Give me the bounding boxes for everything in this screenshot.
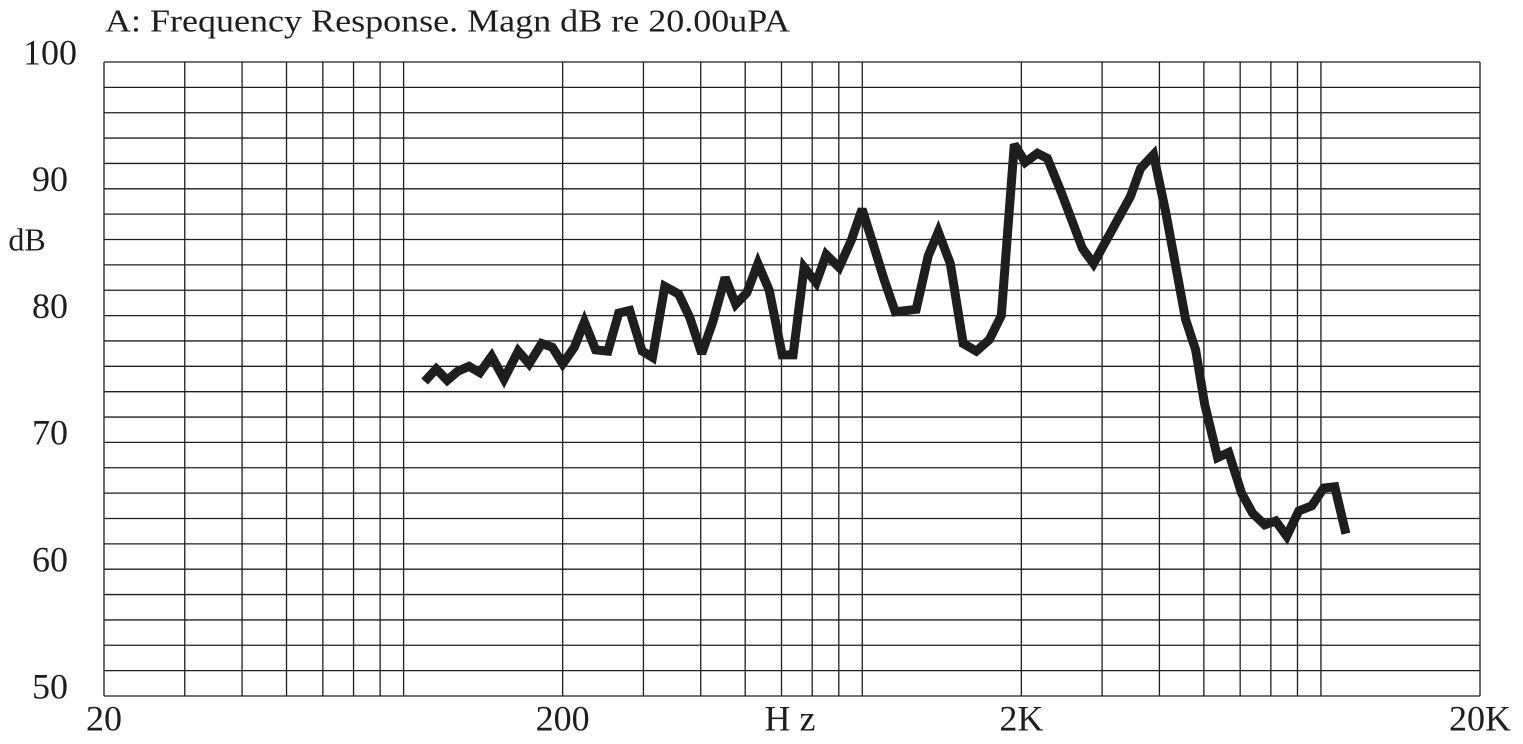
y-tick-label: 60: [32, 539, 68, 579]
y-tick-label: 50: [32, 666, 68, 706]
y-tick-label: 100: [23, 32, 77, 72]
y-tick-label: 70: [32, 413, 68, 453]
y-tick-label: 80: [32, 286, 68, 326]
x-tick-label: 20: [86, 698, 122, 738]
line-series: [421, 142, 1351, 545]
y-axis-label: dB: [8, 221, 45, 257]
chart-title: A: Frequency Response. Magn dB re 20.00u…: [105, 2, 790, 38]
x-tick-label: 20K: [1449, 698, 1511, 738]
y-tick-label: 90: [32, 159, 68, 199]
x-axis-label: H z: [765, 698, 816, 738]
x-tick-label: 200: [536, 698, 590, 738]
x-tick-label: 2K: [999, 698, 1043, 738]
